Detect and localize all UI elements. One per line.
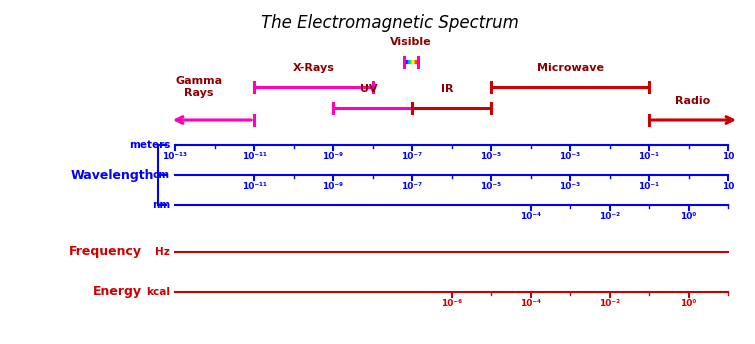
Text: 10⁻⁴: 10⁻⁴ — [520, 299, 541, 308]
Text: 10⁻⁵: 10⁻⁵ — [480, 152, 501, 161]
Text: X-Rays: X-Rays — [292, 63, 334, 73]
Text: Frequency: Frequency — [69, 246, 142, 258]
Text: nm: nm — [152, 200, 170, 210]
Text: The Electromagnetic Spectrum: The Electromagnetic Spectrum — [261, 14, 519, 32]
Text: 10⁻⁴: 10⁻⁴ — [520, 212, 541, 221]
Text: 10⁻³: 10⁻³ — [559, 182, 581, 191]
Text: 10: 10 — [722, 182, 734, 191]
Text: Microwave: Microwave — [537, 63, 603, 73]
Text: 10⁻¹¹: 10⁻¹¹ — [242, 182, 267, 191]
Text: 10: 10 — [722, 152, 734, 161]
Text: 10⁻⁷: 10⁻⁷ — [402, 152, 423, 161]
Text: Gamma
Rays: Gamma Rays — [175, 76, 222, 98]
Text: UV: UV — [359, 84, 378, 94]
Text: kcal: kcal — [146, 287, 170, 297]
Text: 10⁻⁹: 10⁻⁹ — [322, 152, 344, 161]
Text: 10⁻⁷: 10⁻⁷ — [402, 182, 423, 191]
Text: 10⁻²: 10⁻² — [599, 212, 620, 221]
Text: 10⁻⁶: 10⁻⁶ — [441, 299, 462, 308]
Text: 10⁻³: 10⁻³ — [559, 152, 581, 161]
Text: cm: cm — [153, 170, 170, 180]
Text: 10⁻¹: 10⁻¹ — [639, 182, 660, 191]
Text: Energy: Energy — [93, 286, 142, 299]
Text: 10⁻⁵: 10⁻⁵ — [480, 182, 501, 191]
Text: 10⁰: 10⁰ — [680, 299, 697, 308]
Text: 10⁻¹³: 10⁻¹³ — [162, 152, 187, 161]
Text: 10⁻⁹: 10⁻⁹ — [322, 182, 344, 191]
Text: Visible: Visible — [390, 37, 432, 47]
Text: 10⁰: 10⁰ — [680, 212, 697, 221]
Text: Wavelength: Wavelength — [70, 169, 154, 182]
Text: Hz: Hz — [155, 247, 170, 257]
Text: 10⁻¹: 10⁻¹ — [639, 152, 660, 161]
Text: meters: meters — [128, 140, 170, 150]
Text: 10⁻¹¹: 10⁻¹¹ — [242, 152, 267, 161]
Text: Radio: Radio — [675, 96, 710, 106]
Text: IR: IR — [442, 84, 454, 94]
Text: 10⁻²: 10⁻² — [599, 299, 620, 308]
